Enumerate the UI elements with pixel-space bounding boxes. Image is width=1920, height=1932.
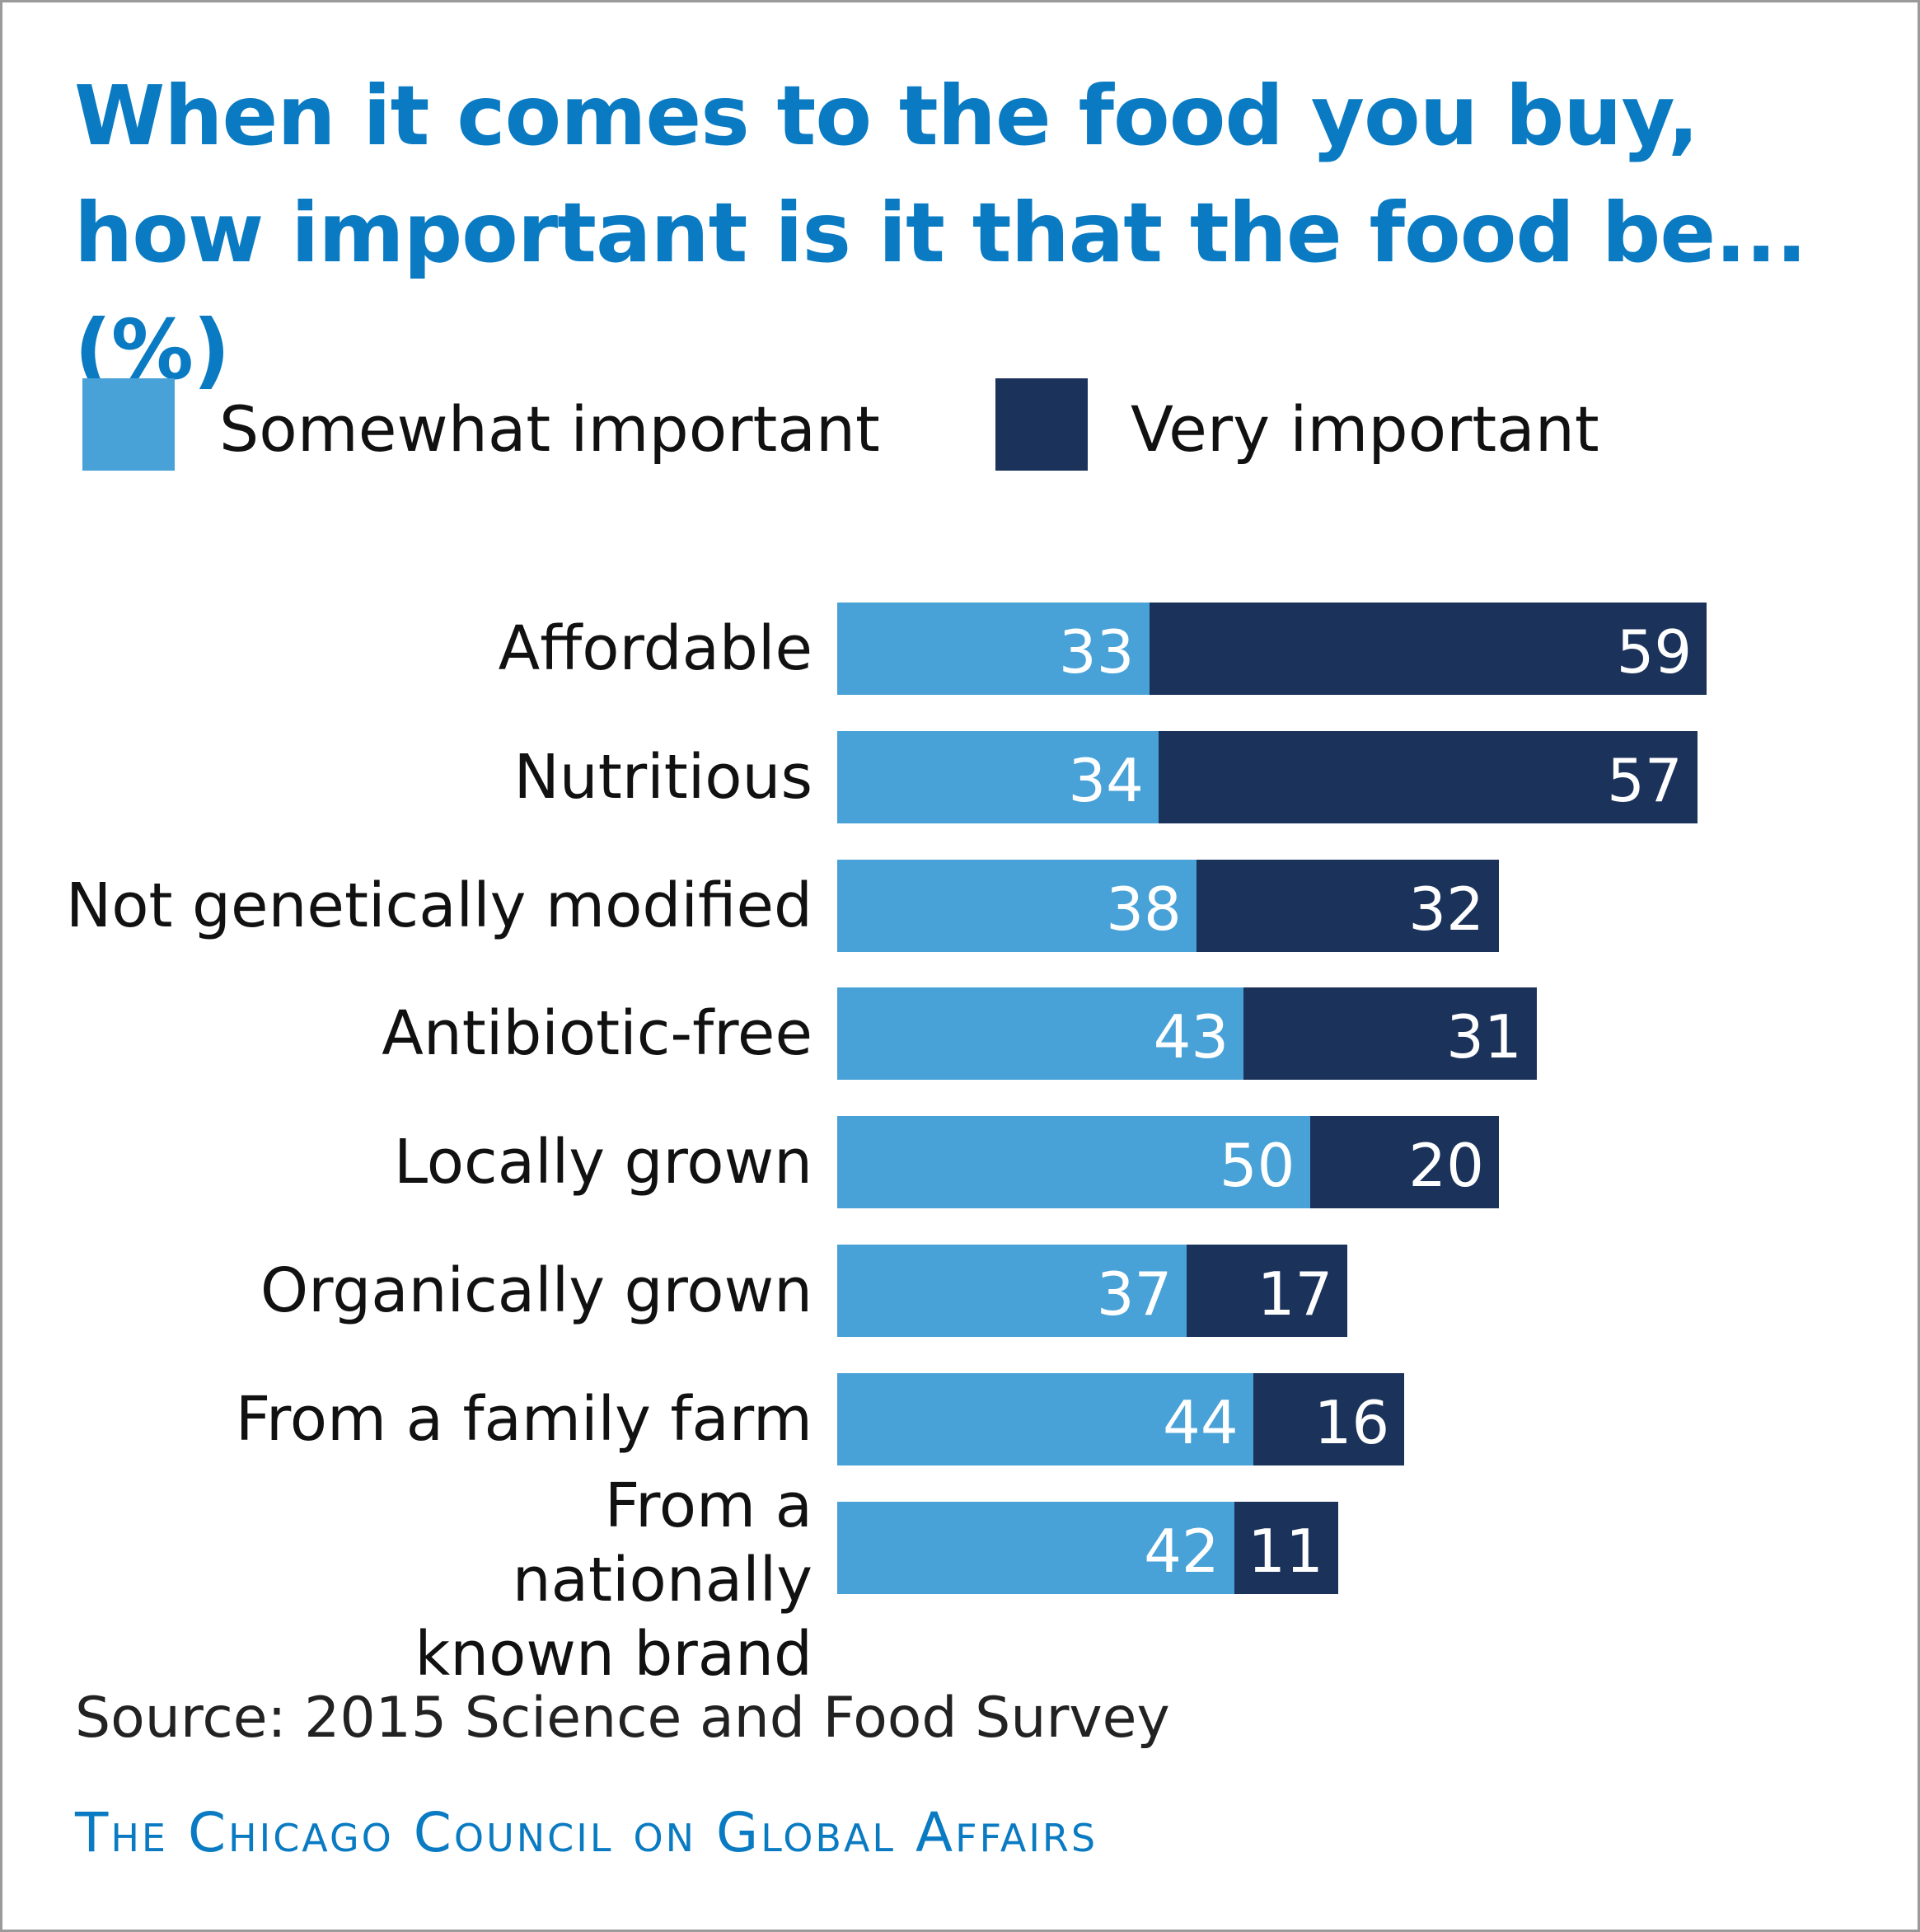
source-note: Source: 2015 Science and Food Survey <box>75 1686 1170 1751</box>
data-label: 16 <box>1314 1387 1390 1457</box>
legend-label-somewhat: Somewhat important <box>219 392 880 466</box>
footer-brand: The Chicago Council on Global Affairs <box>75 1801 1098 1864</box>
chart-title: When it comes to the food you buy, how i… <box>74 68 1807 398</box>
bar-somewhat <box>837 987 1244 1081</box>
bar-somewhat <box>837 730 1159 823</box>
category-label: Not genetically modified <box>65 870 812 941</box>
data-label: 59 <box>1616 617 1693 687</box>
category-label: Nutritious <box>513 741 812 813</box>
data-label: 33 <box>1058 617 1135 687</box>
bar-very <box>1234 1501 1338 1594</box>
bar-somewhat <box>837 1372 1253 1465</box>
category-label: Locally grown <box>393 1127 812 1198</box>
bar-very <box>1253 1372 1405 1465</box>
category-label: From a nationally known brand <box>414 1470 812 1690</box>
bar-somewhat <box>837 1245 1187 1337</box>
category-label: From a family farm <box>235 1383 812 1455</box>
legend-label-very: Very important <box>1131 392 1599 466</box>
bar-very <box>1243 987 1537 1081</box>
bar-somewhat <box>837 603 1150 695</box>
data-label: 32 <box>1408 874 1484 944</box>
bar-somewhat <box>837 859 1196 952</box>
category-label: Antibiotic-free <box>382 998 812 1070</box>
category-label: Organically grown <box>260 1255 812 1326</box>
data-label: 43 <box>1153 1002 1229 1072</box>
bar-somewhat <box>837 1116 1310 1209</box>
data-label: 37 <box>1096 1259 1173 1329</box>
data-label: 42 <box>1144 1516 1220 1586</box>
bar-very <box>1158 730 1698 823</box>
data-label: 44 <box>1163 1387 1239 1457</box>
data-label: 38 <box>1106 874 1182 944</box>
data-label: 57 <box>1607 745 1683 815</box>
data-label: 34 <box>1068 745 1144 815</box>
bar-very <box>1149 603 1707 695</box>
data-label: 11 <box>1248 1516 1323 1586</box>
bar-very <box>1309 1116 1499 1209</box>
legend-swatch-very <box>995 378 1088 471</box>
bar-somewhat <box>837 1501 1234 1594</box>
legend-swatch-somewhat <box>82 378 175 471</box>
data-label: 31 <box>1446 1002 1522 1072</box>
data-label: 50 <box>1219 1131 1295 1201</box>
data-label: 20 <box>1408 1131 1484 1201</box>
data-label: 17 <box>1257 1259 1333 1329</box>
bar-very <box>1187 1245 1348 1337</box>
bar-very <box>1196 859 1499 952</box>
category-label: Affordable <box>498 613 812 684</box>
